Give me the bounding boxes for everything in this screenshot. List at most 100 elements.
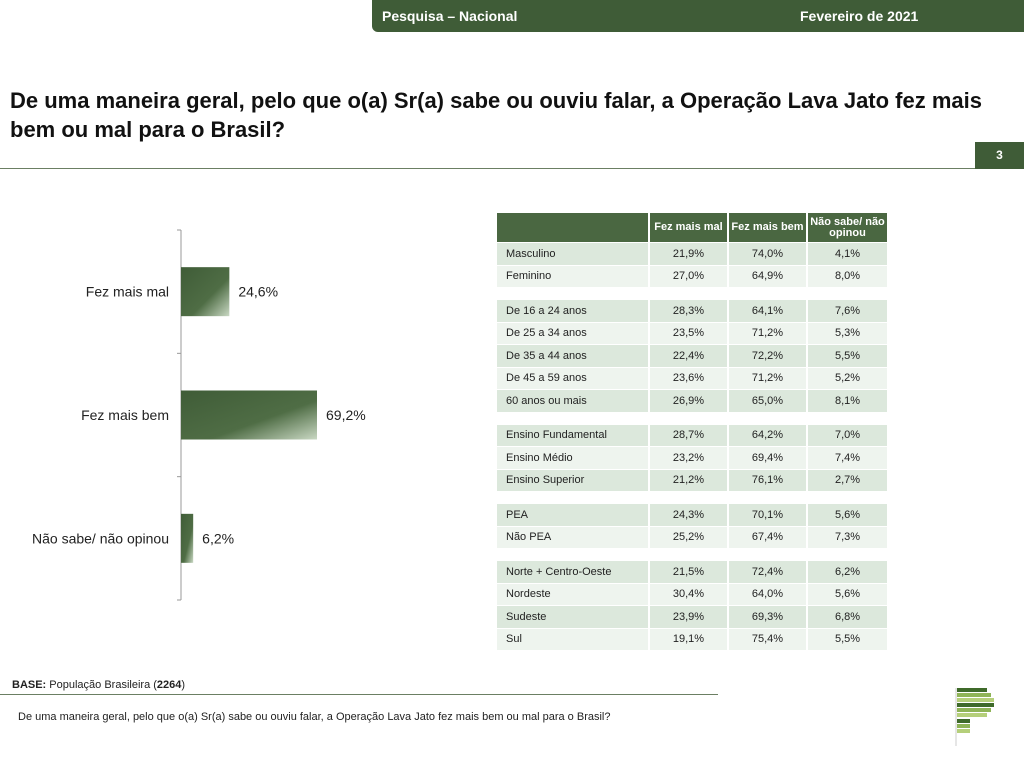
table-cell: 5,5% [808, 628, 887, 651]
row-label: PEA [497, 504, 650, 527]
row-label: Feminino [497, 265, 650, 288]
category-label: Fez mais mal [86, 284, 169, 300]
bar [181, 267, 230, 317]
table-cell: 27,0% [650, 265, 729, 288]
table-row: Ensino Superior 21,2% 76,1% 2,7% [497, 469, 887, 492]
column-header [497, 213, 650, 243]
table-row: Sul 19,1% 75,4% 5,5% [497, 628, 887, 651]
table-cell: 64,0% [729, 583, 808, 606]
category-label: Não sabe/ não opinou [32, 530, 169, 546]
divider [0, 168, 975, 169]
table-cell: 71,2% [729, 367, 808, 390]
header-bar: Pesquisa – Nacional Fevereiro de 2021 [372, 0, 1024, 32]
table-cell: 24,3% [650, 504, 729, 527]
row-label: Nordeste [497, 583, 650, 606]
category-label: Fez mais bem [81, 407, 169, 423]
table-row: De 35 a 44 anos 22,4% 72,2% 5,5% [497, 345, 887, 368]
footer-question: De uma maneira geral, pelo que o(a) Sr(a… [18, 711, 611, 723]
base-text: População Brasileira ( [46, 679, 157, 691]
bar [181, 513, 194, 563]
table-cell: 72,2% [729, 345, 808, 368]
column-header: Fez mais mal [650, 213, 729, 243]
table-cell: 25,2% [650, 526, 729, 549]
footer-divider [0, 694, 718, 695]
table-row: Nordeste 30,4% 64,0% 5,6% [497, 583, 887, 606]
table-cell: 19,1% [650, 628, 729, 651]
row-label: Masculino [497, 243, 650, 266]
table-cell: 70,1% [729, 504, 808, 527]
bar-chart: Fez mais mal 24,6% Fez mais bem 69,2% Não sa… [32, 229, 366, 601]
table-row: De 16 a 24 anos 28,3% 64,1% 7,6% [497, 300, 887, 323]
data-label: 24,6% [238, 284, 278, 300]
page-title: De uma maneira geral, pelo que o(a) Sr(a… [10, 88, 982, 142]
row-label: Ensino Superior [497, 469, 650, 492]
survey-name: Pesquisa – Nacional [382, 8, 518, 24]
row-label: 60 anos ou mais [497, 390, 650, 413]
table-cell: 75,4% [729, 628, 808, 651]
data-label: 69,2% [326, 407, 366, 423]
table-row: Feminino 27,0% 64,9% 8,0% [497, 265, 887, 288]
row-label: Ensino Fundamental [497, 424, 650, 447]
table-cell: 64,2% [729, 424, 808, 447]
row-label: De 25 a 34 anos [497, 322, 650, 345]
table-cell: 21,2% [650, 469, 729, 492]
table-cell: 5,6% [808, 583, 887, 606]
table-cell: 4,1% [808, 243, 887, 266]
table-cell: 5,3% [808, 322, 887, 345]
table-cell: 65,0% [729, 390, 808, 413]
row-label: Norte + Centro-Oeste [497, 561, 650, 584]
table-row: Sudeste 23,9% 69,3% 6,8% [497, 606, 887, 629]
table-row: De 45 a 59 anos 23,6% 71,2% 5,2% [497, 367, 887, 390]
table-cell: 2,7% [808, 469, 887, 492]
table-cell: 6,8% [808, 606, 887, 629]
survey-date: Fevereiro de 2021 [800, 8, 919, 24]
column-header: Fez mais bem [729, 213, 808, 243]
table-cell: 30,4% [650, 583, 729, 606]
table-cell: 5,2% [808, 367, 887, 390]
table-cell: 76,1% [729, 469, 808, 492]
table-cell: 28,7% [650, 424, 729, 447]
logo-icon [955, 688, 994, 746]
base-count: 2264 [156, 679, 182, 691]
base-close: ) [181, 679, 186, 691]
table-cell: 6,2% [808, 561, 887, 584]
table-cell: 8,0% [808, 265, 887, 288]
table-row: Não PEA 25,2% 67,4% 7,3% [497, 526, 887, 549]
row-label: Sul [497, 628, 650, 651]
table-cell: 23,5% [650, 322, 729, 345]
table-cell: 23,9% [650, 606, 729, 629]
table-row: PEA 24,3% 70,1% 5,6% [497, 504, 887, 527]
table-cell: 21,9% [650, 243, 729, 266]
table-cell: 64,9% [729, 265, 808, 288]
table-cell: 71,2% [729, 322, 808, 345]
table-cell: 64,1% [729, 300, 808, 323]
table-cell: 5,6% [808, 504, 887, 527]
table-cell: 28,3% [650, 300, 729, 323]
table-cell: 23,2% [650, 447, 729, 470]
crosstab-table: Fez mais mal Fez mais bem Não sabe/ não op… [497, 213, 887, 651]
page-number: 3 [975, 142, 1024, 169]
table-cell: 8,1% [808, 390, 887, 413]
table-cell: 7,0% [808, 424, 887, 447]
table-cell: 21,5% [650, 561, 729, 584]
row-label: Sudeste [497, 606, 650, 629]
table-cell: 7,4% [808, 447, 887, 470]
table-cell: 26,9% [650, 390, 729, 413]
bar [181, 390, 317, 440]
table-cell: 72,4% [729, 561, 808, 584]
table-row: 60 anos ou mais 26,9% 65,0% 8,1% [497, 390, 887, 413]
table-cell: 7,3% [808, 526, 887, 549]
table-row: De 25 a 34 anos 23,5% 71,2% 5,3% [497, 322, 887, 345]
row-label: De 45 a 59 anos [497, 367, 650, 390]
table-cell: 7,6% [808, 300, 887, 323]
table-cell: 5,5% [808, 345, 887, 368]
table-cell: 69,4% [729, 447, 808, 470]
table-header: Fez mais mal Fez mais bem Não sabe/ não op… [497, 213, 887, 243]
column-header: Não sabe/ não opinou [808, 213, 887, 243]
table-cell: 22,4% [650, 345, 729, 368]
row-label: De 35 a 44 anos [497, 345, 650, 368]
table-row: Ensino Médio 23,2% 69,4% 7,4% [497, 447, 887, 470]
table-cell: 74,0% [729, 243, 808, 266]
table-cell: 67,4% [729, 526, 808, 549]
row-label: Não PEA [497, 526, 650, 549]
